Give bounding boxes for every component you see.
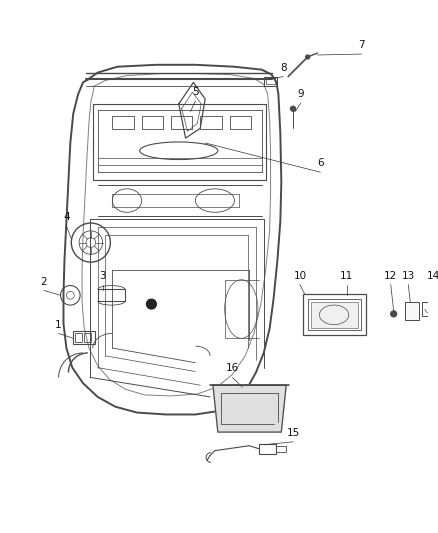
Text: 10: 10 (293, 271, 307, 281)
Text: 4: 4 (63, 212, 70, 222)
Text: 5: 5 (192, 87, 199, 97)
Bar (112, 116, 134, 130)
Bar (75, 334, 82, 342)
Text: 15: 15 (286, 428, 300, 438)
Bar (406, 302, 419, 320)
Text: 16: 16 (226, 364, 239, 374)
Bar (73, 332, 95, 344)
Bar (200, 116, 222, 130)
Bar (264, 77, 277, 86)
Bar (98, 289, 125, 301)
Text: 9: 9 (297, 89, 304, 99)
Bar (259, 444, 276, 454)
Text: 1: 1 (55, 319, 62, 329)
Bar (303, 294, 366, 335)
Bar (422, 302, 438, 316)
Circle shape (290, 106, 296, 111)
Circle shape (391, 311, 396, 317)
Circle shape (306, 55, 310, 59)
Bar (171, 116, 192, 130)
Bar (84, 334, 91, 342)
Text: 6: 6 (317, 158, 324, 168)
Text: 7: 7 (358, 40, 365, 50)
Bar (266, 78, 276, 84)
Text: 14: 14 (427, 271, 438, 281)
Text: 13: 13 (402, 271, 415, 281)
Text: 2: 2 (41, 277, 47, 287)
Bar (308, 299, 361, 330)
Bar (230, 116, 251, 130)
Bar (276, 446, 286, 451)
Text: 12: 12 (384, 271, 397, 281)
Bar (141, 116, 163, 130)
Circle shape (147, 299, 156, 309)
Bar (311, 302, 358, 328)
Text: 8: 8 (280, 62, 286, 72)
Text: 11: 11 (340, 271, 353, 281)
Polygon shape (213, 385, 286, 432)
Text: 3: 3 (99, 271, 106, 281)
